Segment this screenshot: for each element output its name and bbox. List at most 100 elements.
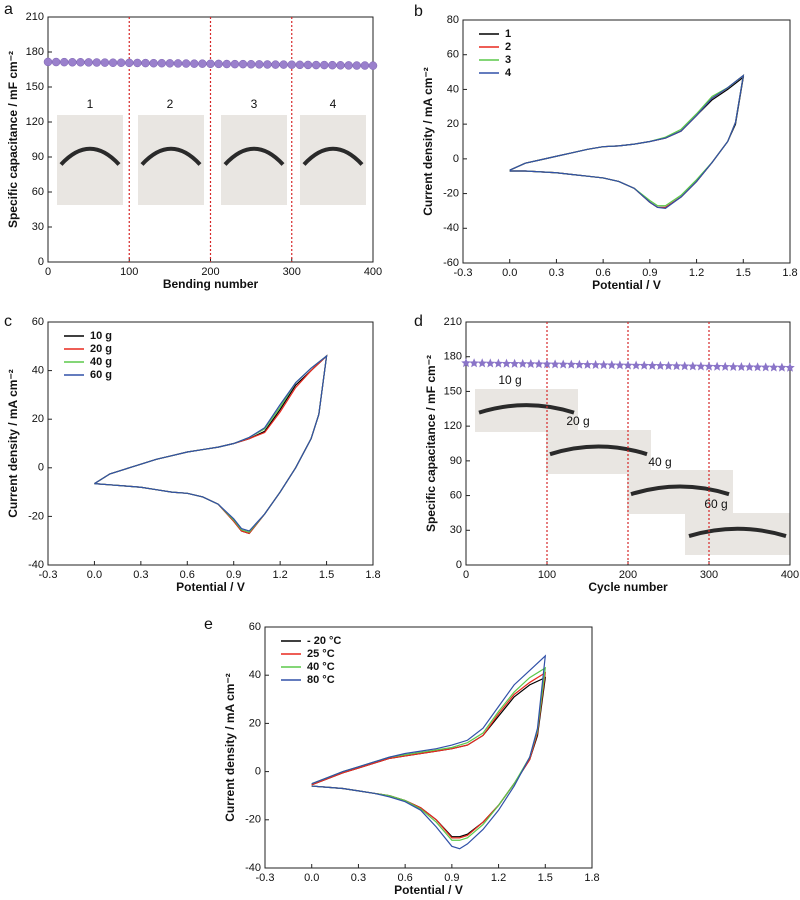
panel-label: e [204,616,213,633]
legend-label: 20 g [90,343,112,355]
panel: e -0.3 0.0 0.3 0.6 0.9 1.2 1.5 1.8 -40 -20 0 20 40 60 P… [204,616,600,897]
y-tick-label: 210 [26,11,44,23]
y-tick-label: 40 [249,669,261,681]
marker [263,60,272,69]
y-tick-label: -20 [28,510,44,522]
y-tick-label: -40 [443,222,459,234]
x-tick-label: 0.6 [397,872,412,884]
legend-label: 1 [505,28,511,40]
marker [43,57,53,67]
y-tick-label: 90 [32,151,44,163]
x-axis-label: Potential / V [592,278,661,292]
legend-label: 80 °C [307,674,335,686]
legend-label: 3 [505,54,511,66]
marker [173,59,183,68]
x-tick-label: 100 [120,266,138,278]
y-tick-label: 120 [26,116,44,128]
x-tick-label: 0.9 [226,569,241,581]
marker [76,58,85,67]
y-axis-label: Specific capacitance / mF cm⁻² [424,355,438,532]
x-tick-label: -0.3 [454,267,473,279]
marker [303,60,313,70]
x-tick-label: 1.5 [538,872,553,884]
y-tick-label: 60 [249,621,261,633]
legend-label: 10 g [90,330,112,342]
y-tick-label: 0 [453,153,459,165]
inset-device [223,146,285,166]
marker [68,58,77,67]
x-tick-label: 0.3 [549,267,564,279]
x-tick-label: 1.5 [736,267,751,279]
marker [246,60,256,69]
y-tick-label: 180 [26,46,44,58]
marker [165,59,175,68]
legend-label: 60 g [90,369,112,381]
y-axis-label: Current density / mA cm⁻² [421,67,435,216]
panel-label: b [414,3,423,20]
x-axis-label: Bending number [163,277,259,291]
panel: b -0.3 0.0 0.3 0.6 0.9 1.2 1.5 1.8 -60 -40 -20 0 20 40… [414,3,798,292]
marker [108,58,118,67]
x-tick-label: 200 [201,266,219,278]
panel-label: c [4,313,12,330]
x-tick-label: 300 [283,266,301,278]
x-tick-label: 0.6 [180,569,195,581]
marker [368,61,378,70]
x-tick-label: 0.3 [133,569,148,581]
marker [615,360,625,370]
marker [485,358,496,368]
marker [671,361,682,371]
marker [287,60,296,69]
x-tick-label: 400 [781,569,799,581]
x-axis-label: Potential / V [394,883,463,897]
cv-curve [94,354,328,535]
y-tick-label: 20 [447,118,459,130]
y-tick-label: -40 [245,862,261,874]
y-tick-label: 60 [450,489,462,501]
cv-curve [509,74,745,209]
marker [785,362,795,372]
marker [607,360,617,370]
marker [736,362,747,372]
x-tick-label: 1.2 [689,267,704,279]
marker [190,59,199,68]
marker [728,361,739,371]
marker [230,59,240,69]
legend-label: 25 °C [307,648,335,660]
y-tick-label: 0 [38,462,44,474]
marker [92,58,101,67]
plot-frame [462,19,791,264]
marker [509,358,520,368]
y-axis-label: Current density / mA cm⁻² [6,369,20,518]
marker [181,59,191,68]
marker [469,358,479,368]
legend-label: 4 [505,67,512,79]
x-tick-label: 1.8 [584,872,599,884]
cv-curve [94,354,328,533]
panel-label: d [414,313,423,330]
marker [769,362,779,372]
y-tick-label: 80 [447,14,459,26]
marker [125,58,134,68]
marker [51,57,61,67]
marker [295,60,305,70]
annotation: 4 [330,97,337,111]
cv-curve [509,74,745,207]
x-axis-label: Cycle number [588,580,668,594]
annotation: 2 [167,97,174,111]
y-tick-label: 40 [447,83,459,95]
marker [149,58,158,68]
marker [477,358,487,368]
x-tick-label: 0.0 [304,872,319,884]
y-tick-label: 60 [32,316,44,328]
y-tick-label: 20 [249,717,261,729]
panel: a 1 2 3 4 0 100 200 300 400 0 30 60 90 120 150 180 210 Ben… [4,1,382,291]
legend-label: - 20 °C [307,635,341,647]
x-tick-label: 0 [45,266,51,278]
marker [198,59,207,68]
marker [517,358,528,368]
marker [344,61,353,70]
plot-frame [47,321,374,566]
marker [352,61,361,70]
